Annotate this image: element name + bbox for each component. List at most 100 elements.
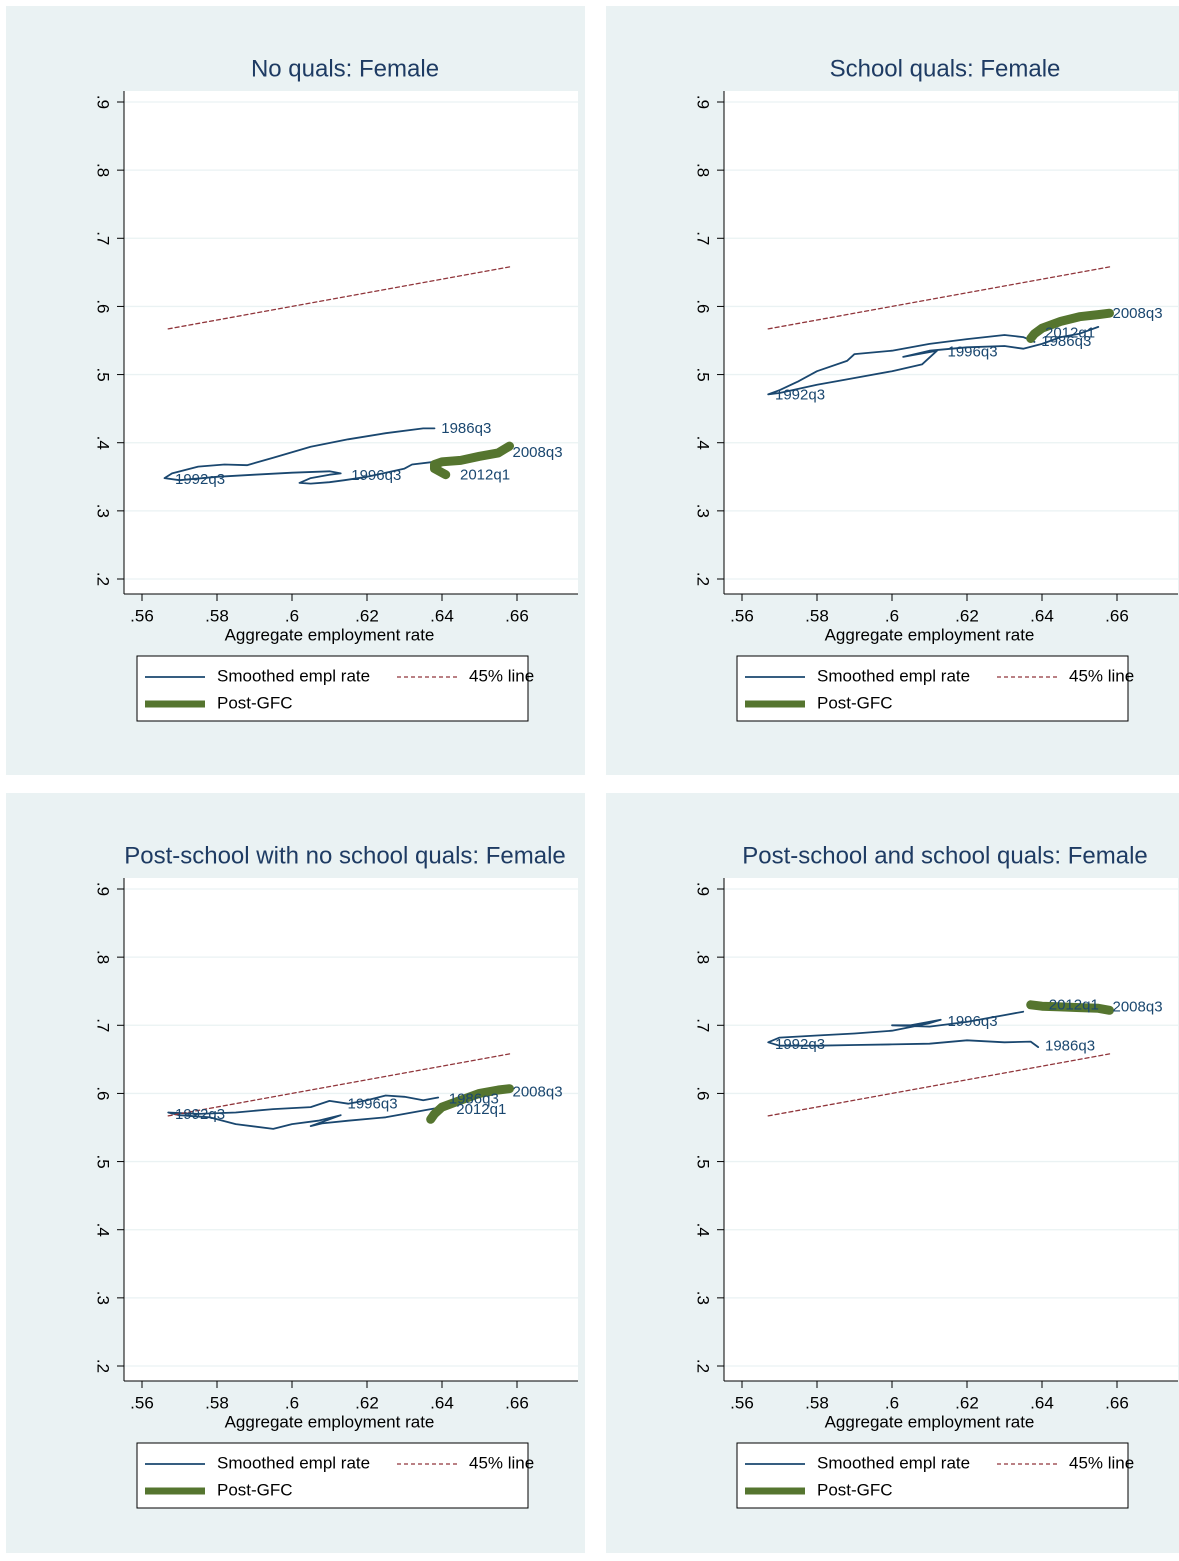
series-line <box>767 266 1111 330</box>
series-line <box>167 266 511 330</box>
legend-label: 45% line <box>469 1453 534 1472</box>
legend-label: Smoothed empl rate <box>217 1453 370 1472</box>
point-label: 2008q3 <box>1113 305 1163 322</box>
x-tick-label: .58 <box>205 1393 229 1412</box>
x-tick-label: .64 <box>430 606 454 625</box>
legend-label: Smoothed empl rate <box>217 666 370 685</box>
y-tick-label: .7 <box>694 1018 713 1032</box>
y-tick-label: .8 <box>94 950 113 964</box>
legend-label: Post-GFC <box>817 693 893 712</box>
x-tick-label: .58 <box>805 606 829 625</box>
x-tick-label: .56 <box>730 1393 754 1412</box>
y-tick-label: .5 <box>694 367 713 381</box>
plot-area <box>724 91 1178 594</box>
series-line <box>430 441 514 480</box>
x-tick-label: .56 <box>730 606 754 625</box>
point-label: 2012q1 <box>1045 325 1095 342</box>
x-tick-label: .6 <box>885 1393 899 1412</box>
point-label: 1986q3 <box>1045 1037 1095 1054</box>
legend-label: 45% line <box>1069 1453 1134 1472</box>
series-line <box>1026 308 1114 343</box>
x-tick-label: .58 <box>205 606 229 625</box>
point-label: 2012q1 <box>456 1101 506 1118</box>
plot-area <box>124 878 578 1381</box>
y-tick-label: .9 <box>694 882 713 896</box>
x-axis-title: Aggregate employment rate <box>825 625 1035 644</box>
y-tick-label: .5 <box>94 1154 113 1168</box>
series-line <box>767 1053 1111 1117</box>
y-tick-label: .9 <box>694 95 713 109</box>
series-line <box>426 1084 514 1124</box>
x-tick-label: .6 <box>285 606 299 625</box>
legend-label: Smoothed empl rate <box>817 1453 970 1472</box>
y-tick-label: .7 <box>94 1018 113 1032</box>
point-label: 2008q3 <box>513 444 563 461</box>
x-tick-label: .64 <box>430 1393 454 1412</box>
legend-label: Post-GFC <box>217 693 293 712</box>
x-tick-label: .62 <box>355 606 379 625</box>
y-tick-label: .4 <box>694 1223 713 1237</box>
plot-area <box>124 91 578 594</box>
x-tick-label: .62 <box>955 1393 979 1412</box>
legend-box <box>736 1442 1129 1509</box>
chart-title: Post-school and school quals: Female <box>742 842 1148 869</box>
y-tick-label: .6 <box>94 1086 113 1100</box>
y-tick-label: .3 <box>694 1291 713 1305</box>
point-label: 1992q3 <box>175 471 225 488</box>
legend-label: 45% line <box>469 666 534 685</box>
panel: No quals: Female .2 .3 .4 .5 .6 .7 .8 .9 .56 .58 .6… <box>6 6 585 775</box>
series-line <box>1026 1000 1114 1015</box>
y-tick-label: .2 <box>94 572 113 586</box>
x-tick-label: .66 <box>1105 1393 1129 1412</box>
x-tick-label: .62 <box>955 606 979 625</box>
legend-box <box>136 655 529 722</box>
point-label: 2012q1 <box>460 466 510 483</box>
point-label: 1996q3 <box>948 344 998 361</box>
point-label: 2008q3 <box>513 1084 563 1101</box>
point-label: 1986q3 <box>449 1091 499 1108</box>
y-tick-label: .9 <box>94 95 113 109</box>
y-tick-label: .3 <box>94 1291 113 1305</box>
y-tick-label: .3 <box>694 504 713 518</box>
chart-title: School quals: Female <box>830 55 1061 82</box>
y-tick-label: .4 <box>94 436 113 450</box>
point-label: 1992q3 <box>775 387 825 404</box>
x-tick-label: .6 <box>885 606 899 625</box>
series-line <box>163 427 443 485</box>
x-tick-label: .64 <box>1030 606 1054 625</box>
legend-box <box>136 1442 529 1509</box>
series-line <box>767 326 1100 396</box>
legend-label: 45% line <box>1069 666 1134 685</box>
y-tick-label: .5 <box>94 367 113 381</box>
y-tick-label: .7 <box>94 231 113 245</box>
x-tick-label: .64 <box>1030 1393 1054 1412</box>
panel: School quals: Female .2 .3 .4 .5 .6 .7 .8 .9 .56.… <box>606 6 1179 775</box>
point-label: 1996q3 <box>351 467 401 484</box>
legend-label: Smoothed empl rate <box>817 666 970 685</box>
legend-label: Post-GFC <box>217 1480 293 1499</box>
point-label: 1992q3 <box>775 1036 825 1053</box>
y-tick-label: .9 <box>94 882 113 896</box>
y-tick-label: .4 <box>94 1223 113 1237</box>
x-tick-label: .56 <box>130 606 154 625</box>
panel: Post-school with no school quals: Female… <box>6 793 585 1553</box>
legend-label: Post-GFC <box>817 1480 893 1499</box>
x-tick-label: .58 <box>805 1393 829 1412</box>
point-label: 1996q3 <box>348 1095 398 1112</box>
x-tick-label: .66 <box>505 606 529 625</box>
x-tick-label: .66 <box>505 1393 529 1412</box>
x-tick-label: .6 <box>285 1393 299 1412</box>
series-line <box>767 1010 1040 1048</box>
y-tick-label: .3 <box>94 504 113 518</box>
y-tick-label: .5 <box>694 1154 713 1168</box>
x-tick-label: .62 <box>355 1393 379 1412</box>
y-tick-label: .2 <box>694 572 713 586</box>
series-line <box>167 1094 443 1130</box>
y-tick-label: .6 <box>94 299 113 313</box>
point-label: 1996q3 <box>948 1013 998 1030</box>
y-tick-label: .2 <box>694 1359 713 1373</box>
x-tick-label: .66 <box>1105 606 1129 625</box>
chart-title: No quals: Female <box>251 55 439 82</box>
x-axis-title: Aggregate employment rate <box>825 1412 1035 1431</box>
